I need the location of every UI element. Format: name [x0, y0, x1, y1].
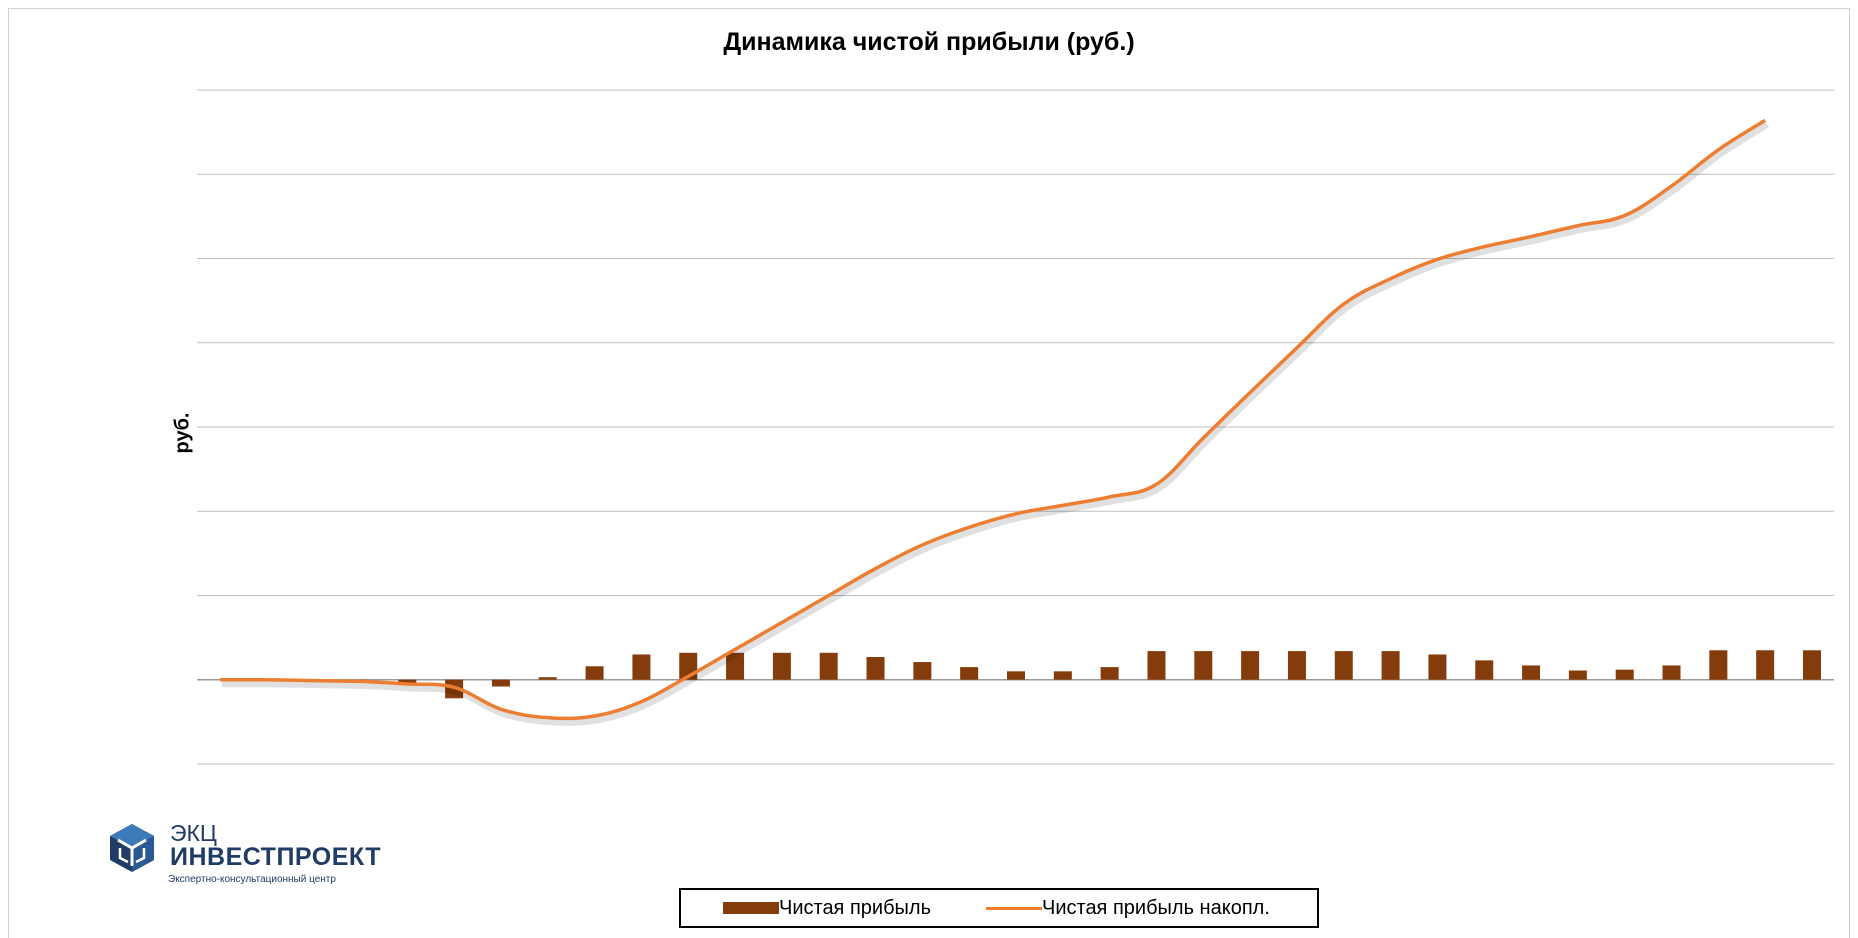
bar-net-profit — [726, 652, 745, 680]
bar-net-profit — [913, 662, 932, 680]
legend-label-line: Чистая прибыль накопл. — [1042, 896, 1270, 919]
bar-net-profit — [1568, 670, 1587, 680]
bar-net-profit — [819, 652, 838, 680]
legend-item-bar: Чистая прибыль — [723, 890, 931, 926]
chart-title: Динамика чистой прибыли (руб.) — [723, 28, 1135, 56]
bar-net-profit — [1287, 651, 1306, 680]
bar-net-profit — [1381, 651, 1400, 680]
bar-net-profit — [1241, 651, 1260, 680]
legend-item-line: Чистая прибыль накопл. — [986, 890, 1270, 926]
bar-net-profit — [1803, 650, 1821, 680]
bar-net-profit — [1522, 665, 1541, 680]
bar-net-profit — [1007, 671, 1025, 680]
legend-label-bar: Чистая прибыль — [779, 896, 931, 919]
bar-net-profit — [1053, 671, 1072, 680]
cube-logo-icon — [110, 824, 154, 872]
bar-net-profit — [1100, 667, 1119, 680]
legend-swatch-line — [986, 906, 1042, 910]
legend-swatch-bar — [723, 902, 779, 914]
logo-main-text: ИНВЕСТПРОЕКТ — [170, 843, 382, 871]
company-logo: ЭКЦ ИНВЕСТПРОЕКТ Экспертно-консультацион… — [108, 820, 408, 890]
chart-frame — [8, 8, 1850, 938]
bar-net-profit — [1709, 650, 1728, 680]
bar-net-profit — [1147, 651, 1166, 680]
logo-top-text: ЭКЦ — [170, 820, 217, 846]
line-shadow — [221, 121, 1770, 726]
bar-net-profit — [1475, 660, 1494, 680]
chart-legend: Чистая прибыль Чистая прибыль накопл. — [679, 888, 1319, 928]
bar-net-profit — [1662, 665, 1681, 680]
bar-net-profit — [398, 679, 417, 684]
bar-net-profit — [538, 677, 557, 680]
bar-net-profit — [1615, 669, 1634, 680]
bar-net-profit — [585, 666, 604, 680]
bar-net-profit — [491, 679, 510, 687]
bar-net-profit — [866, 657, 885, 680]
bar-net-profit — [772, 652, 791, 680]
bar-net-profit — [960, 667, 979, 680]
line-cumulative-profit — [219, 118, 1767, 721]
logo-sub-text: Экспертно-консультационный центр — [168, 874, 336, 885]
bar-net-profit — [1194, 651, 1213, 680]
bar-net-profit — [1428, 654, 1447, 680]
bar-net-profit — [632, 654, 651, 680]
bar-net-profit — [1756, 650, 1775, 680]
bar-net-profit — [1334, 651, 1353, 680]
